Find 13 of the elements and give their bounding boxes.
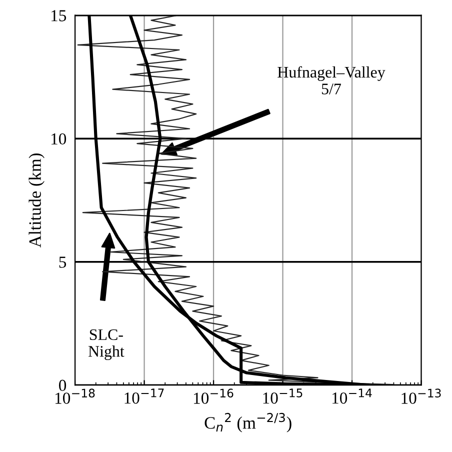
y-tick-label: 5: [59, 256, 66, 268]
x-tick-label: 10$^{−14}$: [332, 388, 372, 404]
annotation: Hufnagel–Valley 5/7: [278, 66, 386, 94]
x-axis-title: C$_{n}$$^{2}$ (m$^{−2/3}$): [204, 412, 292, 432]
y-tick-label: 15: [52, 10, 66, 22]
y-tick-label: 10: [52, 133, 66, 145]
annotation: SLC- Night: [88, 329, 124, 360]
x-tick-label: 10$^{−13}$: [402, 388, 441, 404]
x-tick-label: 10$^{−15}$: [263, 388, 302, 404]
y-tick-label: 0: [59, 380, 66, 392]
x-tick-label: 10$^{−17}$: [124, 388, 164, 404]
x-tick-label: 10$^{−16}$: [194, 388, 234, 404]
y-axis-title: Altitude (km): [28, 154, 44, 248]
